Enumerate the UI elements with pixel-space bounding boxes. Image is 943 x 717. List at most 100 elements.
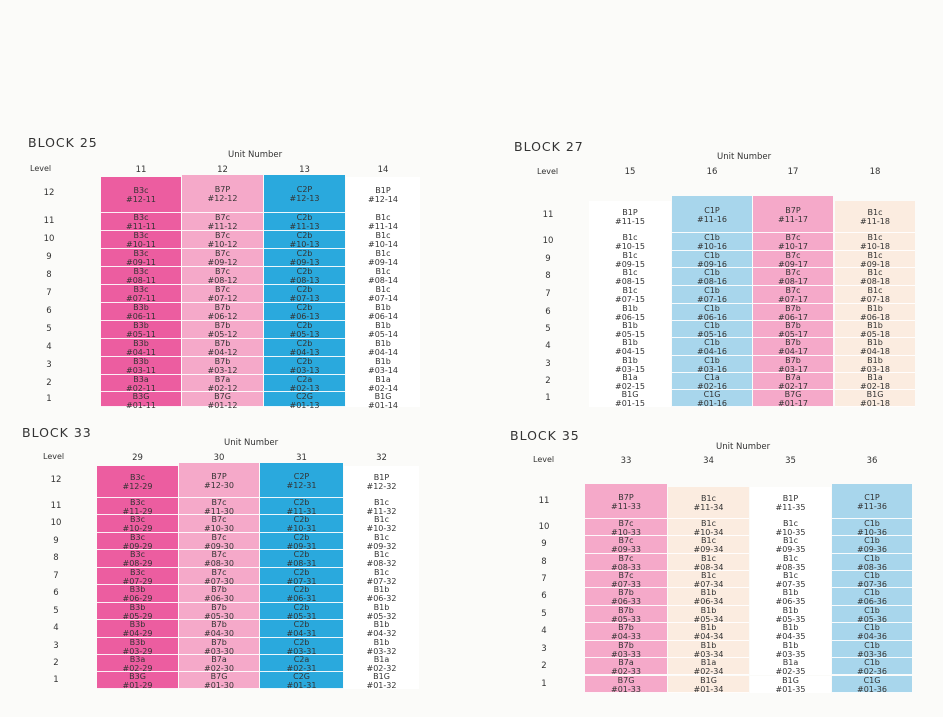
unit-type: C1b xyxy=(864,658,880,667)
level-number: 11 xyxy=(43,216,55,226)
unit-cell: B1P #12-14 xyxy=(346,177,420,213)
unit-type: B1b xyxy=(867,304,883,313)
unit-id: #03-29 xyxy=(122,647,153,656)
unit-id: #07-11 xyxy=(126,294,156,303)
unit-cell: C2G #01-31 xyxy=(260,672,343,690)
unit-type: B1a xyxy=(700,658,717,667)
unit-id: #03-33 xyxy=(611,650,641,659)
unit-cell: B1c #09-34 xyxy=(668,536,749,554)
unit-type: B1b xyxy=(375,303,391,312)
unit-id: #08-16 xyxy=(697,277,727,286)
unit-id: #04-35 xyxy=(775,632,806,641)
unit-cell: B1G #01-32 xyxy=(344,672,419,690)
unit-id: #10-18 xyxy=(860,242,890,251)
unit-cell: B1b #04-18 xyxy=(835,338,915,356)
unit-type: B7c xyxy=(618,536,634,545)
unit-id: #09-36 xyxy=(857,545,887,554)
unit-type: B7P xyxy=(211,471,227,481)
unit-id: #01-17 xyxy=(778,399,808,408)
unit-id: #02-32 xyxy=(366,664,397,673)
unit-id: #09-16 xyxy=(697,260,727,269)
unit-type: B7P xyxy=(618,492,634,502)
level-number: 8 xyxy=(545,271,551,281)
unit-cell: B3a #02-29 xyxy=(97,655,178,673)
unit-cell: B1c #08-35 xyxy=(750,554,831,572)
unit-type: B1b xyxy=(867,338,883,347)
unit-cell: C1b #05-16 xyxy=(672,321,752,339)
unit-type: B1G xyxy=(782,676,799,685)
unit-type: B7c xyxy=(211,550,227,559)
unit-cell: C2a #02-13 xyxy=(264,375,345,393)
unit-id: #02-29 xyxy=(122,664,153,673)
unit-cell: B7c #10-30 xyxy=(179,515,259,533)
level-number: 8 xyxy=(541,556,547,567)
unit-type: C2a xyxy=(296,375,313,384)
unit-type: B1G xyxy=(700,676,717,685)
unit-cell: B1b #03-18 xyxy=(835,356,915,374)
unit-cell: C1b #06-16 xyxy=(672,304,752,322)
unit-type: C2b xyxy=(296,357,313,366)
unit-column-header: 31 xyxy=(296,453,307,463)
unit-id: #10-34 xyxy=(693,528,724,537)
unit-cell: B1b #06-15 xyxy=(589,304,671,322)
unit-type: B1b xyxy=(622,356,638,365)
unit-id: #01-36 xyxy=(857,685,887,694)
unit-id: #03-32 xyxy=(366,647,397,656)
unit-column-header: 13 xyxy=(299,165,310,175)
unit-id: #10-11 xyxy=(126,240,156,249)
unit-cell: B1c #07-14 xyxy=(346,285,420,303)
unit-type: B7c xyxy=(785,233,801,242)
unit-id: #06-33 xyxy=(611,597,641,606)
unit-id: #10-16 xyxy=(697,242,727,251)
unit-cell: B1b #03-15 xyxy=(589,356,671,374)
unit-cell: B3G #01-11 xyxy=(101,392,181,410)
unit-cell: B3c #10-29 xyxy=(97,515,178,533)
unit-id: #07-13 xyxy=(289,294,320,303)
unit-id: #02-35 xyxy=(775,667,806,676)
unit-cell: B1c #07-34 xyxy=(668,571,749,589)
unit-cell: B1c #11-18 xyxy=(835,201,915,233)
unit-cell: B3c #08-11 xyxy=(101,267,181,285)
unit-id: #01-34 xyxy=(693,685,724,694)
unit-type: B1P xyxy=(373,473,390,482)
unit-id: #02-13 xyxy=(289,384,320,393)
unit-type: C1b xyxy=(704,321,720,330)
unit-cell: B3c #11-11 xyxy=(101,213,181,231)
unit-type: B1a xyxy=(622,373,638,382)
unit-type: B1c xyxy=(622,268,638,277)
unit-type: B3c xyxy=(130,533,145,542)
unit-id: #11-16 xyxy=(697,214,727,224)
unit-cell: C1b #02-36 xyxy=(832,658,912,676)
level-number: 10 xyxy=(538,521,550,532)
unit-id: #09-14 xyxy=(368,258,398,267)
unit-cell: B3c #10-11 xyxy=(101,231,181,249)
unit-cell: B1c #10-14 xyxy=(346,231,420,249)
unit-type: B7G xyxy=(214,392,231,401)
unit-cell: B7b #05-12 xyxy=(182,321,263,339)
unit-type: C2b xyxy=(293,550,310,559)
unit-id: #10-12 xyxy=(207,240,238,249)
unit-cell: B7b #04-12 xyxy=(182,339,263,357)
unit-id: #05-16 xyxy=(697,330,727,339)
unit-id: #03-15 xyxy=(615,365,645,374)
unit-id: #05-36 xyxy=(857,615,887,624)
unit-id: #05-17 xyxy=(778,330,808,339)
unit-id: #07-35 xyxy=(775,580,806,589)
unit-cell: B3c #07-29 xyxy=(97,568,178,586)
unit-type: B3b xyxy=(129,638,146,647)
unit-type: C1b xyxy=(704,338,720,347)
level-number: 7 xyxy=(541,573,547,584)
unit-type: B1c xyxy=(867,208,883,217)
unit-type: B7a xyxy=(211,655,227,664)
unit-cell: B1c #11-14 xyxy=(346,213,420,231)
unit-cell: B3b #06-29 xyxy=(97,585,178,603)
unit-id: #08-30 xyxy=(204,559,234,568)
unit-type: B1b xyxy=(373,585,390,594)
unit-cell: B1c #10-32 xyxy=(344,515,419,533)
unit-column-header: 35 xyxy=(785,456,796,466)
unit-type: B7b xyxy=(785,304,801,313)
unit-cell: B1P #11-15 xyxy=(589,201,671,233)
level-number: 9 xyxy=(46,252,52,262)
unit-id: #12-32 xyxy=(366,482,397,491)
unit-cell: B3b #04-29 xyxy=(97,620,178,638)
